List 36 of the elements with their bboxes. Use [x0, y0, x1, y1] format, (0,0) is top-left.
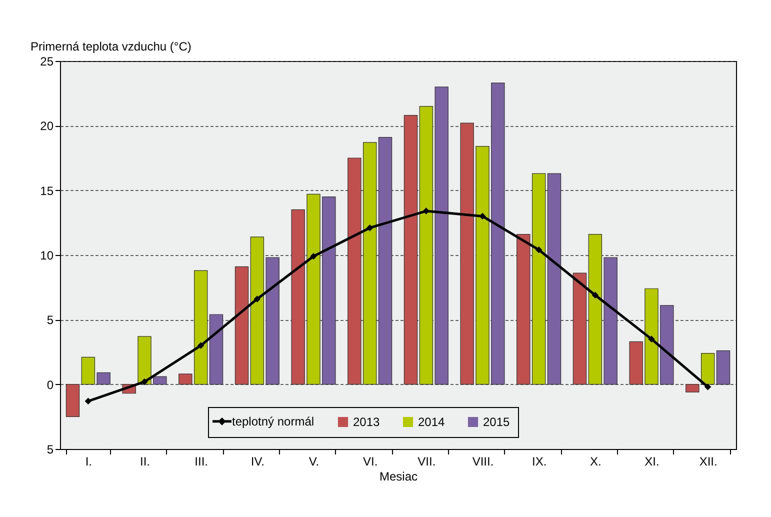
point: [704, 384, 712, 390]
x-tick-label: I.: [85, 454, 92, 468]
x-axis-title: Mesiac: [379, 470, 418, 484]
point: [84, 398, 92, 404]
legend-label: teplotný normál: [232, 414, 314, 428]
x-tick-label: II.: [140, 454, 150, 468]
x-tick-label: IV.: [250, 454, 264, 468]
y-tick-label: 25: [40, 54, 54, 68]
x-tick-label: VII.: [418, 454, 436, 468]
x-tick-label: III.: [194, 454, 208, 468]
x-tick-label: VI.: [362, 454, 378, 468]
point: [254, 296, 261, 302]
x-tick-label: VIII.: [472, 454, 494, 468]
y-tick-label: 5: [46, 313, 54, 328]
legend-label: 2014: [418, 415, 446, 429]
point: [310, 252, 317, 260]
legend-label: 2013: [353, 415, 380, 429]
y-tick-label: 10: [40, 248, 54, 262]
point: [197, 342, 204, 349]
x-tick-label: X.: [590, 454, 602, 468]
y-tick-label: 5: [46, 442, 54, 456]
point: [535, 246, 542, 254]
x-tick-label: XI.: [644, 454, 660, 468]
x-tick-label: V.: [308, 454, 320, 468]
point: [479, 212, 486, 220]
y-tick-label: 15: [40, 184, 54, 198]
x-tick-label: IX.: [532, 454, 547, 468]
point: [592, 292, 599, 298]
point: [141, 378, 148, 386]
y-axis-title: Primerná teplota vzduchu (°C): [30, 40, 192, 54]
point: [648, 336, 655, 342]
x-tick-label: XII.: [699, 454, 718, 468]
legend-label: 2015: [483, 415, 510, 429]
point: [366, 224, 374, 232]
y-tick-label: 20: [40, 119, 54, 134]
y-tick-label: 0: [46, 378, 54, 392]
